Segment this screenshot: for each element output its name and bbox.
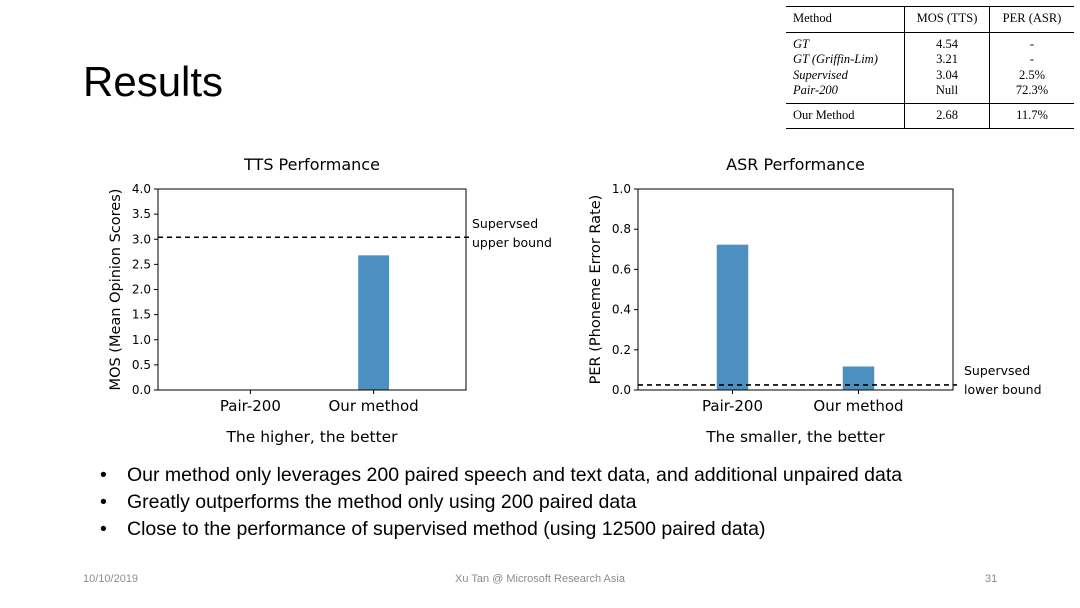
plot-frame xyxy=(637,188,954,391)
results-table: Method MOS (TTS) PER (ASR) GT 4.54 - GT … xyxy=(786,6,1074,129)
footer-date: 10/10/2019 xyxy=(83,573,139,585)
y-tick-label: 0.8 xyxy=(612,222,631,236)
table-header-method: Method xyxy=(793,11,832,25)
slide-title: Results xyxy=(83,58,224,105)
reference-line-label: Supervsed xyxy=(964,363,1030,378)
table-cell-mos: 2.68 xyxy=(904,103,990,129)
y-tick-label: 0.6 xyxy=(612,262,631,276)
x-axis-caption: The smaller, the better xyxy=(705,428,885,446)
asr-performance-chart: ASR Performance 0.0 0.2 0.4 0.6 0.8 1.0 Pair-20… xyxy=(588,155,1042,446)
table-row: Pair-200 Null 72.3% xyxy=(786,83,1074,103)
table-cell-per: - xyxy=(989,52,1074,68)
table-cell-per: - xyxy=(989,32,1074,52)
table-header-per: PER (ASR) xyxy=(989,6,1074,32)
table-cell-mos: 3.21 xyxy=(904,52,990,68)
tts-performance-chart: TTS Performance 0.0 0.5 1.0 1.5 2.0 2.5 3.0 3.5 4… xyxy=(108,155,552,446)
bullet-item: Close to the performance of supervised m… xyxy=(100,516,902,543)
y-tick-label: 3.5 xyxy=(132,207,151,221)
x-tick-label: Our method xyxy=(813,397,903,415)
table-cell-per: 2.5% xyxy=(989,67,1074,83)
y-tick-label: 0.2 xyxy=(612,343,631,357)
table-cell-mos: 3.04 xyxy=(904,67,990,83)
bullet-item: Our method only leverages 200 paired spe… xyxy=(100,462,902,489)
table-row: GT (Griffin-Lim) 3.21 - xyxy=(786,52,1074,68)
table-cell-method: GT xyxy=(793,36,809,51)
bullet-item: Greatly outperforms the method only usin… xyxy=(100,489,902,516)
y-tick-label: 1.0 xyxy=(132,333,151,347)
table-header-mos: MOS (TTS) xyxy=(904,6,990,32)
table-cell-method: Supervised xyxy=(793,67,848,82)
y-tick-label: 1.0 xyxy=(612,182,631,196)
table-cell-method: Our Method xyxy=(793,107,855,122)
table-cell-method: Pair-200 xyxy=(793,83,838,97)
table-cell-mos: Null xyxy=(904,83,990,103)
footer-author: Xu Tan @ Microsoft Research Asia xyxy=(455,573,625,585)
y-tick-label: 0.4 xyxy=(612,303,631,317)
y-axis-label: MOS (Mean Opinion Scores) xyxy=(108,189,124,391)
y-tick-label: 1.5 xyxy=(132,308,151,322)
y-axis-label: PER (Phoneme Error Rate) xyxy=(588,195,604,385)
table-row: Supervised 3.04 2.5% xyxy=(786,67,1074,83)
reference-line-label: Supervsed xyxy=(472,216,538,231)
y-tick-label: 4.0 xyxy=(132,182,151,196)
bullet-list: Our method only leverages 200 paired spe… xyxy=(100,462,902,543)
y-tick-label: 0.5 xyxy=(132,358,151,372)
plot-frame xyxy=(157,188,467,391)
bar-our-method xyxy=(358,255,389,390)
x-tick-label: Pair-200 xyxy=(702,397,763,415)
reference-line-label: upper bound xyxy=(472,235,552,250)
table-header-row: Method MOS (TTS) PER (ASR) xyxy=(786,6,1074,32)
y-tick-label: 3.0 xyxy=(132,232,151,246)
y-tick-label: 2.0 xyxy=(132,283,151,297)
y-tick-label: 2.5 xyxy=(132,257,151,271)
bar-pair-200 xyxy=(716,244,749,390)
chart-title: ASR Performance xyxy=(726,155,865,174)
x-tick-label: Pair-200 xyxy=(220,397,281,415)
chart-title: TTS Performance xyxy=(243,155,380,174)
y-tick-label: 0.0 xyxy=(612,383,631,397)
table-cell-mos: 4.54 xyxy=(904,32,990,52)
table-cell-per: 72.3% xyxy=(989,83,1074,103)
y-tick-label: 0.0 xyxy=(132,383,151,397)
table-row-our-method: Our Method 2.68 11.7% xyxy=(786,103,1074,129)
reference-line-label: lower bound xyxy=(964,382,1042,397)
table-cell-per: 11.7% xyxy=(989,103,1074,129)
bar-our-method xyxy=(842,366,875,390)
page-number: 31 xyxy=(985,573,998,585)
x-tick-label: Our method xyxy=(329,397,419,415)
table-cell-method: GT (Griffin-Lim) xyxy=(793,52,878,66)
table-row: GT 4.54 - xyxy=(786,32,1074,52)
x-axis-caption: The higher, the better xyxy=(225,428,398,446)
